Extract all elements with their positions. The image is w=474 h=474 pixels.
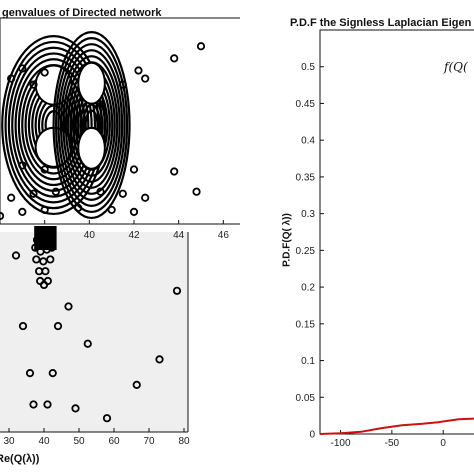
inset-point [29,80,38,89]
right-chart-title: P.D.F the Signless Laplacian Eigen [290,17,472,29]
main-x-tick-label: 60 [108,436,120,447]
main-point [71,404,80,413]
inset-point [192,187,201,196]
inset-point [29,189,38,198]
inset-point [0,211,5,221]
right-y-tick-label: 0.45 [296,99,316,110]
main-point [31,243,40,252]
right-annotation: f(Q( [444,60,468,74]
right-y-tick-label: 0.35 [296,172,316,183]
main-plot-background [0,232,188,432]
main-point [43,400,52,409]
inset-point [96,187,105,196]
inset-point [107,205,116,214]
right-y-tick-label: 0.15 [296,319,316,330]
pdf-series-line [319,417,474,435]
right-plot-frame [319,29,474,435]
inset-point [74,203,83,212]
inset-point [170,54,179,63]
main-point [32,255,41,264]
inset-dense-ring [52,31,131,220]
inset-point [51,187,60,196]
right-y-tick-label: 0.2 [301,283,315,294]
inset-dense-ring [54,37,129,214]
inset-point [40,205,49,214]
main-point [11,251,21,260]
main-point [29,400,38,409]
right-y-tick-label: 0.25 [296,246,316,257]
inset-dense-ring [11,52,97,198]
main-point [47,243,56,252]
inset-point [18,207,27,216]
right-y-axis-label: P.D.F(Q( λ)) [281,213,293,267]
main-x-tick-label: 80 [178,436,190,447]
right-x-tick-label: -50 [385,438,400,449]
main-point [25,369,35,378]
main-point [132,380,141,389]
main-point [48,369,57,378]
inset-dense-hole [77,126,106,170]
right-y-tick-label: 0 [309,430,315,441]
inset-point [141,74,150,83]
inset-x-tick-label: 44 [173,230,185,241]
inset-point [129,165,139,174]
right-x-tick-label: -100 [331,438,351,449]
main-x-tick-label: 50 [73,436,85,447]
inset-dense-ring [59,49,124,201]
main-point [172,286,182,295]
main-point [41,267,50,276]
left-chart-title: genvalues of Directed network [2,7,162,19]
inset-dense-ring [57,43,126,207]
main-point [155,355,164,364]
right-y-tick-label: 0.5 [301,62,315,73]
left-chart: 384042444648304050607080 [0,17,240,447]
inset-x-tick-label: 42 [128,230,140,241]
inset-point [40,165,49,174]
main-point [40,227,49,237]
right-y-tick-label: 0.4 [301,136,315,147]
inset-x-tick-label: 40 [84,230,96,241]
main-x-tick-label: 70 [143,436,155,447]
inset-point [196,42,206,51]
main-point [83,339,92,348]
main-x-tick-label: 30 [3,436,15,447]
inset-point [7,74,16,83]
left-x-axis-label: Re(Q(λ)) [0,453,40,465]
main-point [18,321,28,331]
inset-point [40,68,49,77]
inset-x-tick-label: 46 [218,230,230,241]
right-y-tick-label: 0.1 [301,356,315,367]
main-point [44,235,53,244]
main-point [43,276,52,286]
inset-point [118,189,127,198]
main-point [32,235,42,244]
inset-point [134,66,143,75]
main-point [53,321,63,331]
right-y-tick-label: 0.05 [296,393,316,404]
inset-point [118,80,127,89]
inset-point [129,207,139,216]
inset-point [7,193,16,202]
main-point [64,302,73,311]
main-point [102,414,112,423]
right-y-tick-label: 0.3 [301,209,315,220]
inset-point [170,167,179,176]
main-point [39,257,48,266]
inset-dense-hole [77,61,106,105]
right-x-tick-label: 0 [440,438,446,449]
inset-point [18,64,27,73]
inset-point [141,193,150,202]
inset-point [18,161,27,170]
main-point [46,255,55,264]
main-x-tick-label: 40 [38,436,50,447]
inset-dense-ring [62,55,121,195]
